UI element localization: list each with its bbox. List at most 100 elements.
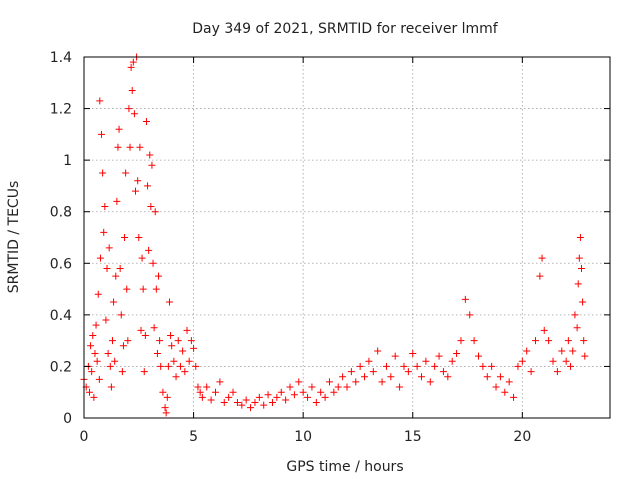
data-point bbox=[569, 347, 577, 355]
data-point bbox=[492, 383, 500, 391]
grid bbox=[84, 57, 610, 418]
data-point bbox=[93, 357, 101, 365]
data-point bbox=[479, 362, 487, 370]
data-point bbox=[378, 378, 386, 386]
data-point bbox=[264, 391, 272, 399]
plot-frame bbox=[83, 56, 611, 419]
data-point bbox=[321, 393, 329, 401]
data-point bbox=[496, 373, 504, 381]
data-point bbox=[369, 368, 377, 376]
data-point bbox=[161, 404, 169, 412]
data-point bbox=[116, 264, 124, 272]
data-point bbox=[391, 352, 399, 360]
data-point bbox=[564, 337, 572, 345]
data-point bbox=[523, 347, 531, 355]
data-point bbox=[545, 337, 553, 345]
data-point bbox=[400, 362, 408, 370]
data-point bbox=[538, 254, 546, 262]
x-tick-label: 5 bbox=[189, 429, 198, 445]
data-point bbox=[387, 373, 395, 381]
data-point bbox=[146, 151, 154, 159]
data-point bbox=[113, 197, 121, 205]
data-point bbox=[190, 344, 198, 352]
data-point bbox=[466, 311, 474, 319]
data-point bbox=[540, 326, 548, 334]
data-point bbox=[290, 391, 298, 399]
data-point bbox=[571, 311, 579, 319]
data-point bbox=[475, 352, 482, 360]
y-tick-label: 1 bbox=[63, 153, 72, 169]
data-point bbox=[439, 368, 447, 376]
data-point bbox=[361, 373, 369, 381]
data-point bbox=[457, 337, 465, 345]
data-point bbox=[501, 388, 509, 396]
data-point bbox=[312, 399, 320, 407]
data-point bbox=[220, 399, 228, 407]
data-point bbox=[170, 357, 178, 365]
data-point bbox=[117, 311, 125, 319]
data-point bbox=[233, 399, 241, 407]
data-point bbox=[573, 324, 581, 332]
data-point bbox=[165, 298, 173, 306]
data-point bbox=[144, 182, 152, 190]
data-point bbox=[553, 368, 561, 376]
data-point bbox=[488, 362, 496, 370]
data-point bbox=[128, 87, 136, 95]
data-point bbox=[196, 388, 204, 396]
data-point bbox=[121, 234, 129, 241]
data-point bbox=[536, 272, 544, 280]
data-point bbox=[448, 357, 456, 365]
data-point bbox=[142, 117, 150, 125]
data-point bbox=[187, 337, 195, 345]
data-point bbox=[574, 280, 582, 288]
data-point bbox=[299, 388, 307, 396]
data-point bbox=[198, 393, 206, 401]
data-point bbox=[510, 393, 518, 401]
data-point bbox=[207, 396, 215, 404]
data-point bbox=[273, 393, 281, 401]
data-point bbox=[147, 203, 155, 211]
data-point bbox=[141, 331, 149, 339]
data-point bbox=[352, 378, 360, 386]
data-point bbox=[123, 285, 131, 293]
data-point bbox=[581, 352, 589, 360]
data-point bbox=[470, 337, 478, 345]
data-point bbox=[418, 373, 426, 381]
data-point bbox=[330, 388, 338, 396]
data-point bbox=[567, 362, 575, 370]
y-tick-label: 0.8 bbox=[50, 205, 72, 221]
data-point bbox=[365, 357, 373, 365]
data-point bbox=[575, 254, 583, 262]
data-point bbox=[105, 244, 113, 252]
data-point bbox=[295, 378, 303, 386]
chart-title: Day 349 of 2021, SRMTID for receiver lmm… bbox=[192, 21, 499, 37]
y-axis-title: SRMTID / TECUs bbox=[6, 181, 22, 294]
data-point bbox=[483, 373, 491, 381]
data-point bbox=[125, 105, 133, 113]
data-point bbox=[92, 321, 100, 329]
data-point bbox=[155, 272, 163, 280]
data-point bbox=[431, 362, 439, 370]
data-point bbox=[514, 362, 522, 370]
data-point bbox=[157, 362, 165, 370]
x-axis: 0 5 10 15 20 bbox=[80, 57, 531, 445]
data-point bbox=[163, 393, 171, 401]
data-point bbox=[100, 228, 108, 236]
data-point bbox=[181, 368, 189, 376]
data-point bbox=[126, 143, 134, 151]
data-point bbox=[167, 331, 175, 339]
data-point bbox=[576, 234, 584, 241]
data-point bbox=[268, 399, 276, 407]
data-point bbox=[172, 373, 180, 381]
y-tick-label: 1.2 bbox=[50, 102, 72, 118]
data-point bbox=[505, 378, 513, 386]
data-point bbox=[374, 347, 382, 355]
data-point bbox=[260, 401, 268, 409]
data-point bbox=[343, 383, 351, 391]
data-point bbox=[111, 357, 119, 365]
data-point bbox=[435, 352, 443, 360]
data-point bbox=[176, 362, 184, 370]
data-point bbox=[108, 337, 116, 345]
data-point bbox=[99, 169, 107, 177]
data-point bbox=[308, 383, 316, 391]
